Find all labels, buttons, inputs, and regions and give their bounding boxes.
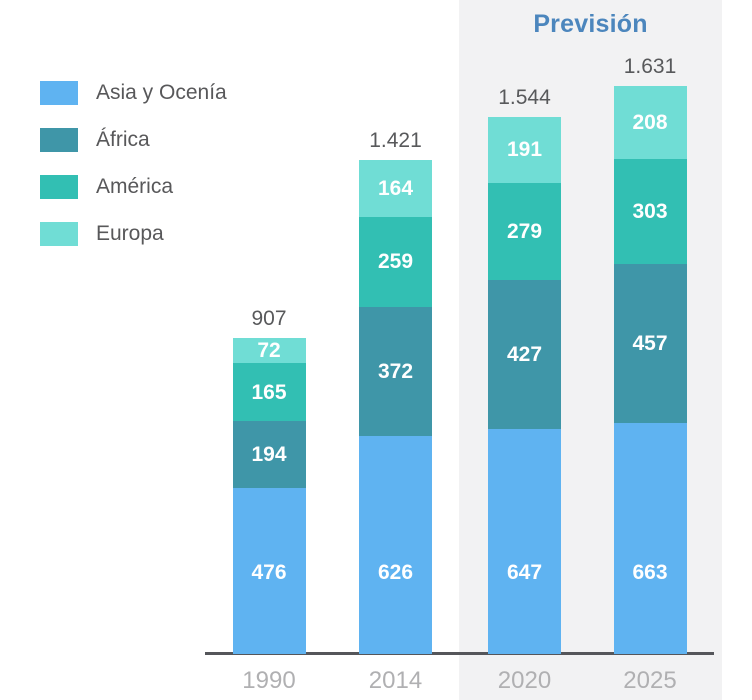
bar-total-label: 907 <box>251 307 287 331</box>
segment-value-label: 663 <box>632 560 668 584</box>
legend-label: África <box>96 128 150 151</box>
legend-label: Europa <box>96 222 164 245</box>
legend-item: Europa <box>40 222 227 246</box>
bar-total-label: 1.544 <box>498 85 551 109</box>
segment-2025-Europa: 208 <box>613 86 687 159</box>
segment-value-label: 427 <box>506 343 543 367</box>
segment-1990-Asia y Ocenía: 476 <box>232 488 306 654</box>
legend-item: América <box>40 175 227 199</box>
segment-value-label: 194 <box>251 443 287 467</box>
bar-1990: 907 72 165 194 476 1990 <box>232 307 306 694</box>
segment-1990-Europa: 72 <box>232 338 306 364</box>
legend-swatch-icon <box>40 222 78 246</box>
bar-total-label: 1.421 <box>369 128 422 152</box>
legend-label: Asia y Ocenía <box>96 81 227 104</box>
chart-legend: Asia y Ocenía África América Europa <box>40 81 227 269</box>
legend-item: África <box>40 128 227 152</box>
segment-value-label: 457 <box>632 332 668 356</box>
x-axis-tick-label: 1990 <box>242 667 296 694</box>
segment-2025-Asia y Ocenía: 663 <box>613 423 687 654</box>
segment-value-label: 191 <box>506 138 543 162</box>
legend-item: Asia y Ocenía <box>40 81 227 105</box>
x-axis-line <box>205 652 714 655</box>
bar-2025: 1.631 208 303 457 663 2025 <box>613 55 687 694</box>
segment-value-label: 165 <box>251 380 287 404</box>
segment-2020-África: 427 <box>488 280 561 429</box>
x-axis-tick-label: 2020 <box>497 667 552 694</box>
segment-2014-Europa: 164 <box>359 159 432 217</box>
bar-2014: 1.421 164 259 372 626 2014 <box>359 129 432 694</box>
segment-2025-América: 303 <box>613 158 687 265</box>
segment-2014-América: 259 <box>359 216 432 307</box>
segment-value-label: 208 <box>632 111 668 135</box>
segment-2020-América: 279 <box>488 183 561 281</box>
x-axis-tick-label: 2025 <box>623 667 677 694</box>
legend-label: América <box>96 175 174 198</box>
segment-1990-América: 165 <box>232 363 306 421</box>
bar-total-label: 1.631 <box>623 55 677 79</box>
forecast-title: Previsión <box>533 10 648 38</box>
segment-value-label: 72 <box>257 339 281 363</box>
x-axis-tick-label: 2014 <box>368 667 423 694</box>
segment-value-label: 164 <box>377 176 414 200</box>
segment-value-label: 259 <box>377 250 414 274</box>
segment-value-label: 476 <box>251 560 287 584</box>
legend-swatch-icon <box>40 175 78 199</box>
segment-2014-África: 372 <box>359 306 432 437</box>
legend-swatch-icon <box>40 81 78 105</box>
segment-2020-Asia y Ocenía: 647 <box>488 428 561 654</box>
segment-1990-África: 194 <box>232 420 306 489</box>
segment-2025-África: 457 <box>613 264 687 424</box>
segment-value-label: 279 <box>506 220 543 244</box>
segment-value-label: 303 <box>632 200 668 224</box>
bar-2020: 1.544 191 279 427 647 2020 <box>488 86 561 694</box>
segment-value-label: 372 <box>377 359 414 383</box>
segment-value-label: 647 <box>506 560 543 584</box>
segment-2020-Europa: 191 <box>488 116 561 184</box>
segment-2014-Asia y Ocenía: 626 <box>359 436 432 654</box>
legend-swatch-icon <box>40 128 78 152</box>
segment-value-label: 626 <box>377 560 414 584</box>
